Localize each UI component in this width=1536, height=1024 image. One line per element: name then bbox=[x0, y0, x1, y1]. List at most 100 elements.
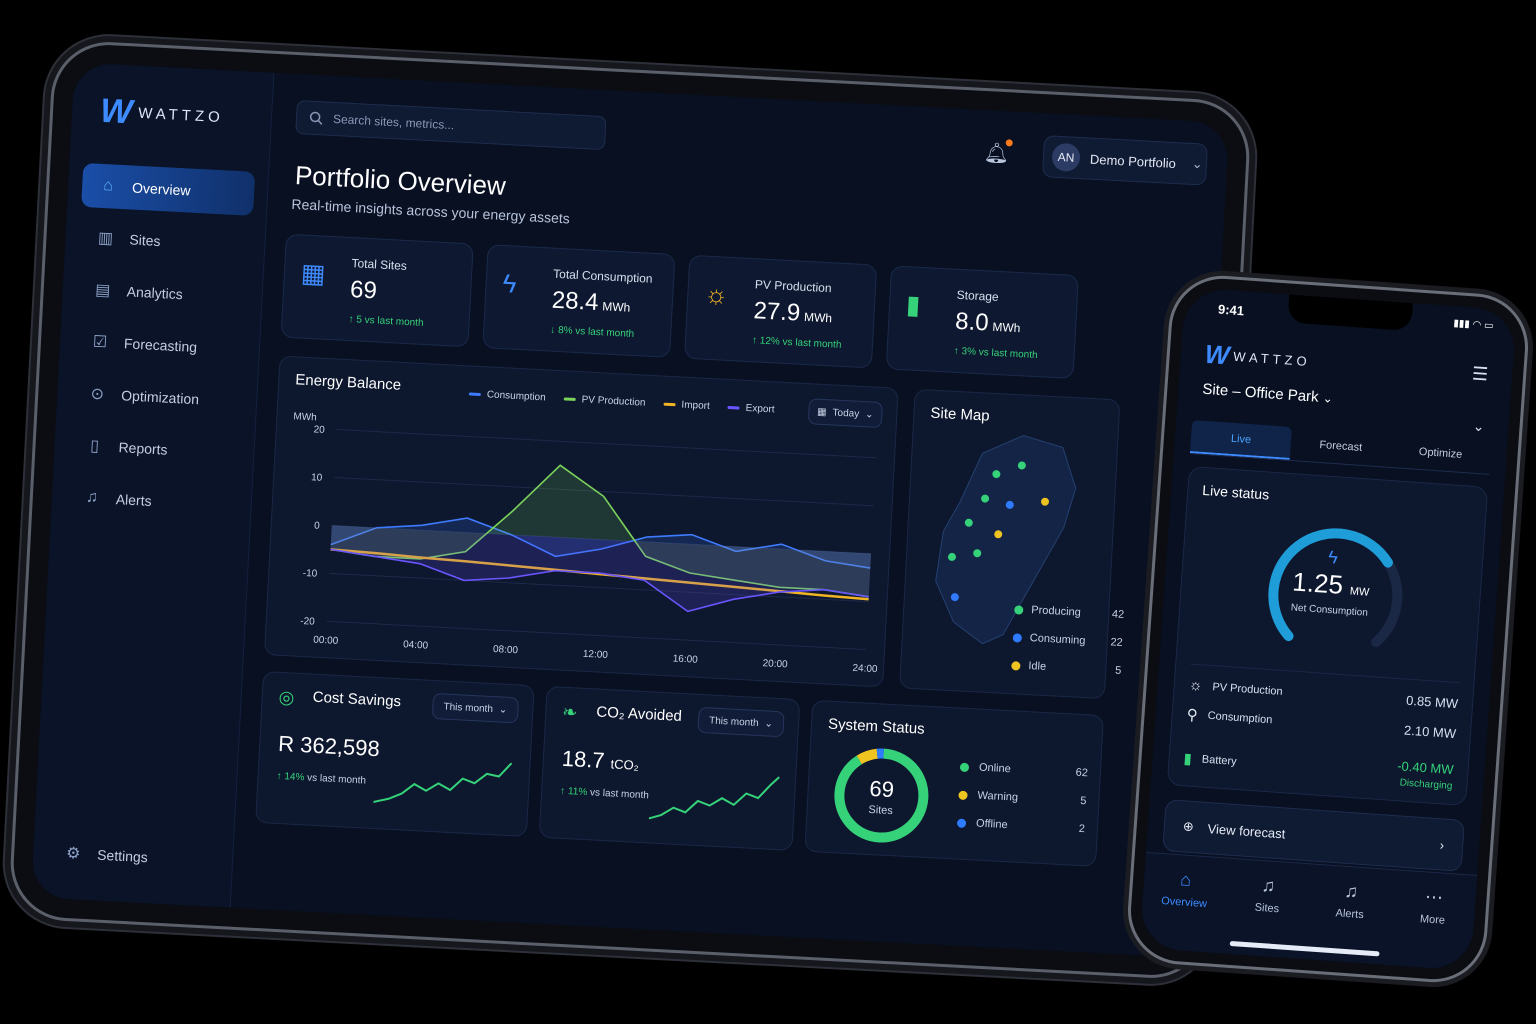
map-marker[interactable] bbox=[981, 494, 990, 503]
map-marker[interactable] bbox=[992, 470, 1001, 479]
kpi-pv-production[interactable]: ☼ PV Production 27.9 MWh ↑ 12% vs last mo… bbox=[683, 254, 878, 369]
kpi-storage[interactable]: ▮ Storage 8.0 MWh ↑ 3% vs last month bbox=[885, 265, 1079, 380]
map-marker[interactable] bbox=[964, 518, 973, 527]
series-area-pv-production bbox=[330, 465, 872, 597]
map-marker[interactable] bbox=[1041, 497, 1050, 506]
grid-line bbox=[336, 429, 877, 459]
x-tick-label: 20:00 bbox=[762, 658, 788, 670]
kpi-label: Storage bbox=[956, 287, 1000, 304]
y-axis-unit: MWh bbox=[293, 411, 317, 423]
kpi-delta: ↑ 3% vs last month bbox=[953, 345, 1038, 362]
hamburger-menu-icon[interactable]: ☰ bbox=[1471, 363, 1489, 385]
settings-link[interactable]: ⚙ Settings bbox=[63, 843, 149, 867]
series-line-export[interactable] bbox=[328, 548, 870, 620]
sidebar-item-reports[interactable]: ▯ Reports bbox=[68, 423, 242, 476]
expand-chevron-icon[interactable]: ⌄ bbox=[1472, 417, 1486, 435]
site-selector[interactable]: Site – Office Park ⌄ bbox=[1201, 380, 1334, 406]
search-input[interactable]: Search sites, metrics... bbox=[295, 100, 607, 151]
brand-name: WATTZO bbox=[1232, 348, 1312, 370]
settings-label: Settings bbox=[96, 846, 149, 866]
status-donut[interactable] bbox=[824, 738, 940, 854]
gauge-fill bbox=[1268, 528, 1393, 642]
tablet-screen: W WATTZO ⌂ Overview ▥ Sites ▤ Analytics … bbox=[30, 62, 1230, 958]
home-icon: ⌂ bbox=[102, 177, 114, 195]
energy-balance-card: Energy Balance Consumption PV Production… bbox=[263, 355, 899, 688]
series-line-pv-production[interactable] bbox=[330, 454, 875, 598]
map-marker[interactable] bbox=[994, 530, 1003, 539]
sidebar-item-label: Overview bbox=[131, 179, 191, 199]
chevron-right-icon: › bbox=[1439, 836, 1445, 853]
logo-mark: W bbox=[1203, 338, 1227, 371]
map-marker[interactable] bbox=[1005, 500, 1014, 509]
sidebar-item-sites[interactable]: ▥ Sites bbox=[78, 215, 252, 268]
co2-range-dropdown[interactable]: This month ⌄ bbox=[697, 706, 785, 738]
phone-brand-logo[interactable]: W WATTZO bbox=[1204, 339, 1312, 377]
series-area-consumption bbox=[330, 518, 872, 569]
sidebar-item-forecasting[interactable]: ☑ Forecasting bbox=[73, 319, 247, 372]
phone-tabs: Live Forecast Optimize bbox=[1189, 420, 1492, 475]
gear-icon: ⚙ bbox=[65, 844, 81, 863]
map-marker[interactable] bbox=[947, 552, 956, 561]
home-icon: ⌂ bbox=[1179, 869, 1192, 891]
grid-line bbox=[329, 572, 869, 603]
site-map[interactable] bbox=[900, 390, 1121, 700]
sidebar-item-label: Analytics bbox=[126, 283, 184, 303]
card-title: System Status bbox=[827, 715, 926, 738]
card-title: Live status bbox=[1201, 481, 1270, 503]
lightning-icon: ϟ bbox=[501, 268, 518, 299]
kpi-delta: ↑ 5 vs last month bbox=[348, 314, 424, 329]
main-content: Search sites, metrics... 🔔︎ AN Demo Port… bbox=[231, 73, 1229, 958]
x-tick-label: 24:00 bbox=[852, 663, 878, 675]
series-line-import[interactable] bbox=[329, 548, 869, 601]
y-tick-label: -10 bbox=[302, 568, 317, 580]
nav-overview[interactable]: ⌂ Overview bbox=[1160, 869, 1208, 911]
y-tick-label: 10 bbox=[311, 472, 323, 484]
notifications-button[interactable]: 🔔︎ bbox=[983, 139, 1013, 166]
map-marker[interactable] bbox=[973, 549, 982, 558]
leaf-icon: ❧ bbox=[561, 701, 578, 723]
tab-optimize[interactable]: Optimize bbox=[1418, 445, 1463, 461]
tab-forecast[interactable]: Forecast bbox=[1318, 438, 1363, 454]
sidebar-item-alerts[interactable]: ♫ Alerts bbox=[65, 474, 239, 527]
plug-icon: ⚲ bbox=[1186, 706, 1199, 725]
sun-icon: ☼ bbox=[1188, 676, 1204, 695]
kpi-total-sites[interactable]: ▦ Total Sites 69 ↑ 5 vs last month bbox=[280, 233, 474, 348]
card-title: CO₂ Avoided bbox=[595, 703, 683, 725]
kpi-label: PV Production bbox=[754, 277, 832, 296]
map-marker[interactable] bbox=[950, 593, 959, 602]
co2-delta: ↑ 11% vs last month bbox=[559, 785, 650, 802]
cost-sparkline bbox=[373, 762, 513, 803]
co2-avoided-card: ❧ CO₂ Avoided This month ⌄ 18.7 tCO₂ ↑ 11… bbox=[538, 685, 801, 851]
tab-live[interactable]: Live bbox=[1189, 420, 1293, 460]
page-title: Portfolio Overview bbox=[294, 160, 507, 202]
y-tick-label: 20 bbox=[313, 424, 325, 436]
more-dots-icon: ⋯ bbox=[1424, 886, 1444, 908]
sidebar-item-label: Forecasting bbox=[123, 335, 198, 356]
portfolio-selector[interactable]: AN Demo Portfolio ⌄ bbox=[1041, 135, 1208, 186]
grid-line bbox=[326, 620, 867, 651]
phone-screen: 9:41 ▮▮▮ ◠ ▭ W WATTZO ☰ Site – Office Pa… bbox=[1139, 287, 1517, 971]
cost-savings-value: R 362,598 bbox=[277, 730, 381, 762]
x-tick-label: 08:00 bbox=[493, 644, 519, 656]
chevron-down-icon: ⌄ bbox=[1322, 391, 1334, 406]
grid-line bbox=[331, 524, 872, 555]
sidebar-item-optimization[interactable]: ⊙ Optimization bbox=[70, 371, 244, 424]
search-icon bbox=[309, 111, 323, 125]
bell-icon: 🔔︎ bbox=[983, 142, 1010, 166]
map-marker[interactable] bbox=[1017, 461, 1026, 470]
status-online: Online 62 bbox=[959, 761, 1088, 779]
cost-savings-card: ◎ Cost Savings This month ⌄ R 362,598 ↑ 1… bbox=[255, 671, 535, 838]
sidebar-item-analytics[interactable]: ▤ Analytics bbox=[76, 267, 250, 320]
kpi-value: 28.4 MWh bbox=[551, 286, 631, 317]
brand-logo[interactable]: W WATTZO bbox=[99, 92, 225, 137]
nav-more[interactable]: ⋯ More bbox=[1419, 886, 1446, 927]
cost-range-dropdown[interactable]: This month ⌄ bbox=[431, 692, 520, 724]
status-time: 9:41 bbox=[1217, 301, 1245, 319]
sidebar-item-overview[interactable]: ⌂ Overview bbox=[81, 162, 256, 216]
tablet-device: W WATTZO ⌂ Overview ▥ Sites ▤ Analytics … bbox=[7, 39, 1253, 981]
sidebar-item-label: Sites bbox=[129, 231, 161, 250]
x-tick-label: 16:00 bbox=[672, 653, 698, 665]
series-line-consumption[interactable] bbox=[330, 511, 872, 573]
kpi-total-consumption[interactable]: ϟ Total Consumption 28.4 MWh ↓ 8% vs last… bbox=[482, 244, 676, 358]
logo-mark: W bbox=[99, 91, 130, 132]
